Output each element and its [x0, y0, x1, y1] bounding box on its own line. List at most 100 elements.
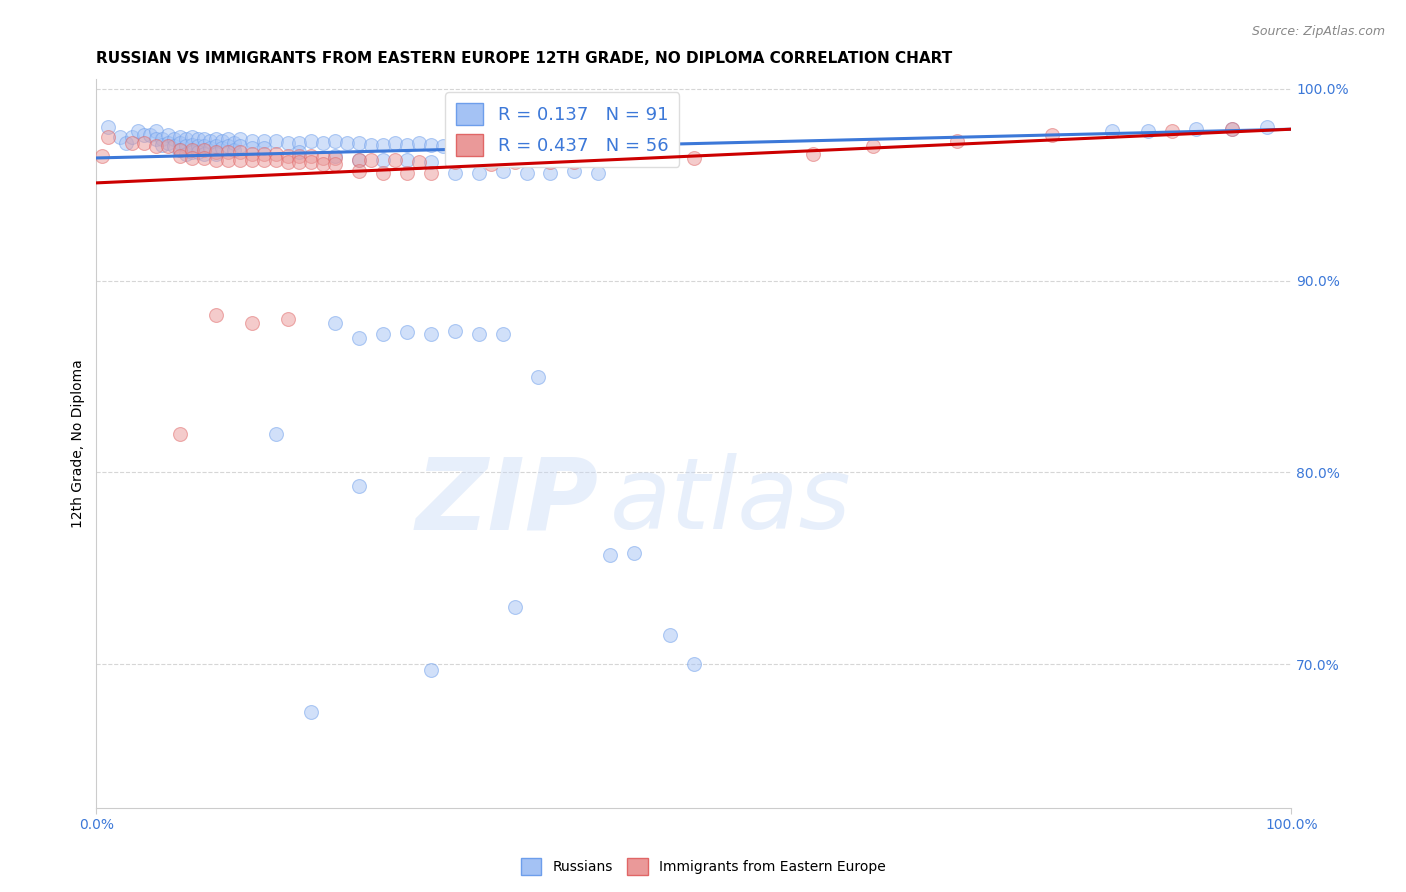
Point: [169, 427, 191, 442]
Point: [301, 154, 323, 169]
Point: [468, 327, 491, 342]
Point: [682, 151, 704, 165]
Point: [801, 147, 824, 161]
Text: RUSSIAN VS IMMIGRANTS FROM EASTERN EUROPE 12TH GRADE, NO DIPLOMA CORRELATION CHA: RUSSIAN VS IMMIGRANTS FROM EASTERN EUROP…: [97, 51, 953, 66]
Point: [193, 139, 215, 153]
Point: [174, 139, 197, 153]
Point: [163, 139, 186, 153]
Point: [264, 134, 287, 148]
Point: [127, 124, 149, 138]
Point: [349, 331, 371, 345]
Point: [145, 124, 167, 138]
Point: [336, 136, 359, 150]
Point: [277, 312, 299, 326]
Point: [277, 136, 299, 150]
Point: [301, 149, 323, 163]
Point: [115, 136, 138, 150]
Point: [1220, 122, 1243, 136]
Point: [479, 153, 502, 167]
Point: [229, 139, 252, 153]
Point: [373, 327, 395, 342]
Point: [468, 166, 491, 180]
Point: [264, 427, 287, 442]
Point: [325, 316, 347, 330]
Point: [444, 324, 467, 338]
Point: [205, 147, 228, 161]
Point: [217, 153, 239, 167]
Point: [384, 136, 406, 150]
Point: [538, 166, 561, 180]
Point: [198, 141, 221, 155]
Point: [373, 166, 395, 180]
Point: [515, 166, 537, 180]
Point: [222, 136, 245, 150]
Point: [169, 143, 191, 157]
Point: [240, 316, 263, 330]
Point: [312, 157, 335, 171]
Point: [945, 134, 967, 148]
Point: [174, 147, 197, 161]
Point: [288, 154, 311, 169]
Point: [325, 151, 347, 165]
Point: [301, 134, 323, 148]
Point: [288, 149, 311, 163]
Point: [325, 134, 347, 148]
Point: [682, 657, 704, 672]
Point: [444, 153, 467, 167]
Point: [503, 599, 526, 614]
Point: [150, 137, 173, 152]
Point: [139, 128, 162, 142]
Point: [538, 154, 561, 169]
Point: [240, 153, 263, 167]
Point: [1184, 122, 1206, 136]
Point: [181, 151, 204, 165]
Point: [444, 154, 467, 169]
Point: [562, 154, 585, 169]
Point: [384, 153, 406, 167]
Point: [468, 153, 491, 167]
Point: [205, 132, 228, 146]
Point: [169, 149, 191, 163]
Point: [325, 149, 347, 163]
Point: [205, 139, 228, 153]
Point: [301, 705, 323, 719]
Point: [240, 134, 263, 148]
Point: [229, 132, 252, 146]
Point: [253, 153, 276, 167]
Point: [492, 327, 515, 342]
Point: [420, 663, 443, 677]
Point: [217, 145, 239, 160]
Point: [396, 153, 419, 167]
Text: Source: ZipAtlas.com: Source: ZipAtlas.com: [1251, 25, 1385, 38]
Point: [1136, 124, 1159, 138]
Point: [562, 164, 585, 178]
Point: [181, 143, 204, 157]
Point: [420, 154, 443, 169]
Point: [599, 548, 621, 562]
Point: [479, 157, 502, 171]
Point: [121, 136, 143, 150]
Point: [1256, 120, 1278, 135]
Point: [193, 132, 215, 146]
Point: [623, 546, 645, 560]
Point: [174, 132, 197, 146]
Text: atlas: atlas: [610, 453, 852, 550]
Point: [187, 139, 209, 153]
Point: [145, 132, 167, 146]
Point: [157, 136, 180, 150]
Point: [312, 136, 335, 150]
Point: [181, 137, 204, 152]
Point: [420, 327, 443, 342]
Point: [222, 143, 245, 157]
Point: [211, 134, 233, 148]
Point: [360, 137, 382, 152]
Point: [373, 137, 395, 152]
Point: [277, 149, 299, 163]
Point: [240, 147, 263, 161]
Point: [349, 136, 371, 150]
Point: [432, 139, 454, 153]
Point: [217, 132, 239, 146]
Point: [503, 147, 526, 161]
Point: [862, 139, 884, 153]
Point: [169, 143, 191, 157]
